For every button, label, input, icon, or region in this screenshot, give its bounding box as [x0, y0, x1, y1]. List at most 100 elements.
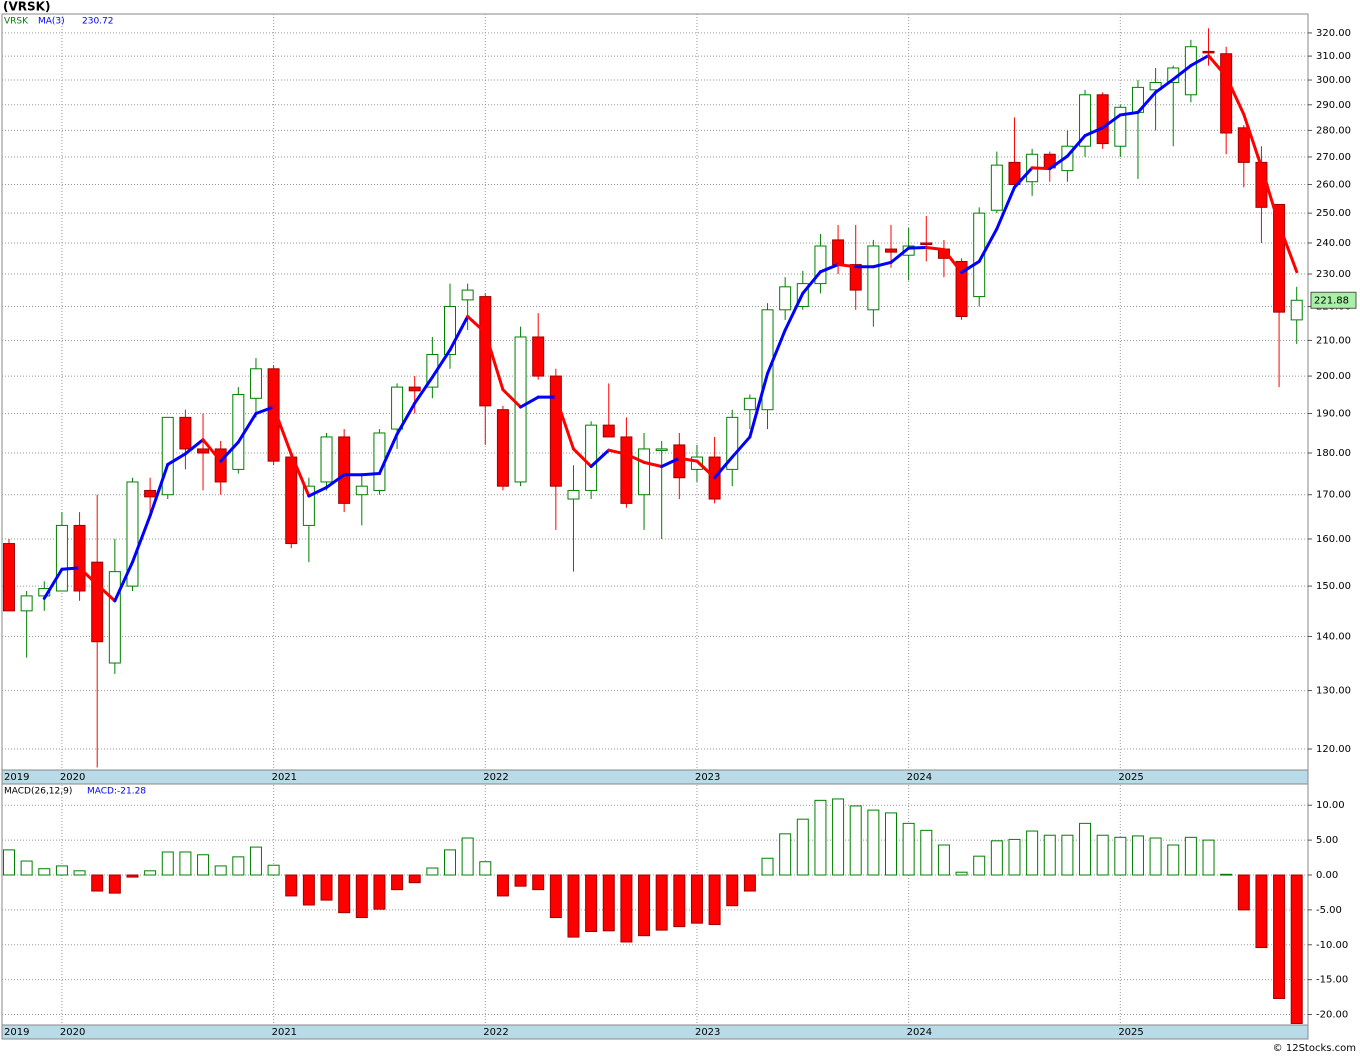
candle-body: [161, 416, 174, 496]
footer: © 12Stocks.com: [1273, 1043, 1356, 1054]
ma-line: [201, 438, 223, 463]
macd-bar: [479, 861, 492, 876]
ma-line: [818, 263, 840, 274]
ma-line: [395, 401, 417, 436]
ma-line: [1154, 77, 1175, 94]
y-tick-label: 160.00: [1316, 534, 1351, 545]
candle-body: [214, 448, 227, 483]
macd-bar: [1255, 874, 1268, 949]
macd-bar: [1220, 873, 1233, 876]
macd-bar: [567, 874, 580, 938]
macd-bar: [38, 868, 51, 876]
ma-line: [960, 259, 981, 274]
macd-bar: [690, 874, 703, 924]
y-tick-label: -20.00: [1316, 1010, 1348, 1021]
macd-bar: [885, 812, 897, 876]
macd-bar: [496, 874, 509, 897]
ma-line: [695, 459, 717, 480]
ma-line: [1030, 166, 1052, 171]
macd-bar: [355, 874, 368, 919]
macd-bar: [514, 874, 527, 887]
x-tick-label: 2024: [907, 772, 932, 783]
y-tick-label: 0.00: [1316, 870, 1338, 881]
candle-body: [249, 368, 262, 399]
ma-line: [113, 560, 134, 603]
macd-bar: [302, 874, 315, 906]
y-tick-label: 190.00: [1316, 409, 1351, 420]
macd-bar: [990, 840, 1003, 876]
macd-bar: [638, 874, 651, 937]
ma-line: [148, 462, 170, 518]
ma-line: [1048, 154, 1069, 171]
ma-line: [1065, 134, 1087, 158]
macd-bar: [867, 809, 880, 876]
candle-body: [3, 543, 15, 612]
ma-line: [1118, 110, 1140, 117]
ma-line: [1224, 74, 1246, 116]
legend-value: MACD:-21.28: [87, 787, 146, 797]
y-tick-label: 250.00: [1316, 208, 1351, 219]
candle-body: [91, 561, 104, 643]
ma-line: [42, 567, 64, 600]
ma-line: [272, 405, 293, 456]
macd-bar: [1079, 822, 1092, 876]
ma-line: [219, 440, 240, 463]
x-tick-label: 2019: [4, 772, 29, 783]
macd-bar: [585, 874, 598, 933]
y-tick-label: 130.00: [1316, 686, 1351, 697]
candle-body: [461, 289, 474, 301]
legend-entry: MA(3): [38, 17, 65, 27]
macd-bar: [373, 874, 386, 910]
ma-line: [60, 566, 82, 571]
candle-body: [126, 481, 139, 587]
macd-bar: [1184, 836, 1197, 876]
candle-body: [1096, 94, 1109, 145]
y-tick-label: 10.00: [1316, 800, 1345, 811]
candle-body: [1184, 46, 1197, 96]
candle-body: [549, 375, 562, 487]
candle-body: [1114, 106, 1127, 147]
y-tick-label: 230.00: [1316, 269, 1351, 280]
candle-body: [479, 296, 492, 407]
ma-line: [907, 246, 928, 250]
candle-body: [867, 245, 880, 311]
y-tick-label: -15.00: [1316, 975, 1348, 986]
legend-value: 230.72: [82, 17, 114, 27]
ma-line: [783, 291, 805, 332]
y-tick-label: 320.00: [1316, 28, 1351, 39]
ma-line: [713, 455, 734, 480]
macd-bar: [1237, 874, 1250, 911]
candle-body: [108, 571, 121, 664]
candle-body: [620, 436, 633, 504]
macd-bar: [602, 874, 615, 932]
macd-bar: [1202, 839, 1215, 876]
ma-line: [1101, 113, 1122, 130]
macd-bar: [91, 874, 104, 892]
plot-layer: 120.00 130.00 140.00 150.00 160.00 170.00 180.…: [2, 14, 1357, 1038]
macd-bar: [920, 829, 933, 876]
candle-body: [602, 424, 615, 438]
ma-line: [448, 315, 470, 352]
macd-bar: [214, 865, 227, 876]
macd-bar: [249, 846, 262, 876]
macd-bar: [197, 854, 210, 876]
macd-bar: [620, 874, 633, 943]
date-band: [1, 1024, 1309, 1040]
macd-bar: [3, 849, 15, 876]
candle-body: [814, 245, 827, 285]
ma-line: [871, 260, 893, 269]
macd-bar: [444, 849, 456, 876]
macd-bar: [1290, 874, 1303, 1024]
candle-body: [761, 309, 774, 411]
candle-body: [285, 456, 298, 545]
ma-line: [1012, 166, 1034, 189]
candle-body: [391, 386, 404, 430]
ma-line: [360, 472, 381, 477]
macd-bar: [832, 798, 845, 876]
macd-bar: [408, 874, 421, 884]
ma-line: [130, 514, 152, 564]
ma-line: [1259, 165, 1281, 227]
macd-bar: [937, 844, 950, 876]
y-tick-label: 140.00: [1316, 631, 1351, 642]
ma-line: [183, 438, 205, 456]
